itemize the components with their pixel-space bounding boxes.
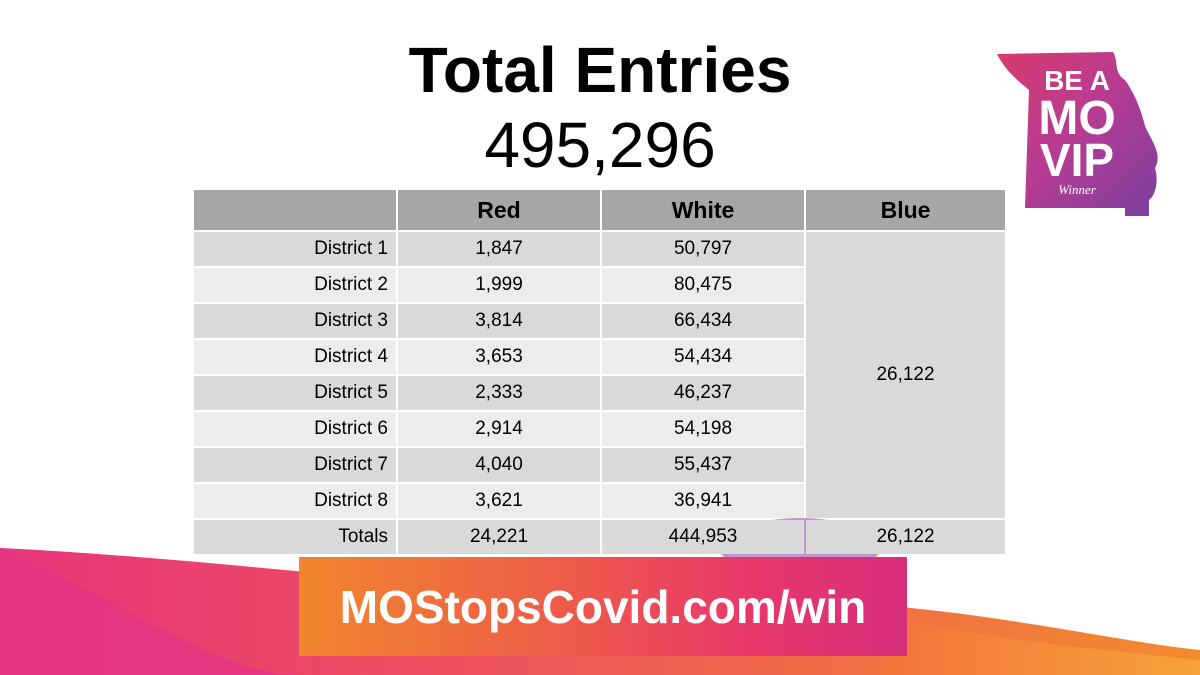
page-title: Total Entries [408, 34, 792, 106]
red-value: 4,040 [398, 448, 600, 482]
total-entries-value: 495,296 [484, 109, 716, 181]
red-value: 1,999 [398, 268, 600, 302]
column-header-white: White [602, 190, 804, 230]
table-row: District 3 3,814 66,434 [194, 304, 1005, 338]
district-label: District 4 [194, 340, 396, 374]
district-label: District 6 [194, 412, 396, 446]
table-row: District 2 1,999 80,475 [194, 268, 1005, 302]
table-row: District 1 1,847 50,797 26,122 [194, 232, 1005, 518]
red-value: 3,814 [398, 304, 600, 338]
district-label: District 2 [194, 268, 396, 302]
blue-total: 26,122 [806, 520, 1005, 554]
district-label: District 1 [194, 232, 396, 266]
table-row: District 8 3,621 36,941 [194, 484, 1005, 518]
mo-vip-logo: BE A MO VIP Winner [997, 52, 1158, 216]
red-value: 3,653 [398, 340, 600, 374]
district-label: District 3 [194, 304, 396, 338]
column-header-district [194, 190, 396, 230]
white-value: 66,434 [602, 304, 804, 338]
district-label: District 5 [194, 376, 396, 410]
logo-text-be-a: BE A [1044, 65, 1110, 96]
white-value: 50,797 [602, 232, 804, 266]
white-value: 55,437 [602, 448, 804, 482]
totals-label: Totals [194, 520, 396, 554]
white-value: 54,434 [602, 340, 804, 374]
white-total: 444,953 [602, 520, 804, 554]
url-link[interactable]: MOStopsCovid.com/win [339, 580, 867, 633]
white-value: 80,475 [602, 268, 804, 302]
red-value: 3,621 [398, 484, 600, 518]
entries-table: Red White Blue District 1 1,847 50,797 2… [192, 188, 1007, 556]
column-header-red: Red [398, 190, 600, 230]
district-label: District 7 [194, 448, 396, 482]
red-value: 2,914 [398, 412, 600, 446]
logo-text-mo: MO [1038, 92, 1115, 145]
red-value: 2,333 [398, 376, 600, 410]
column-header-blue: Blue [806, 190, 1005, 230]
district-label: District 8 [194, 484, 396, 518]
table-header-row: Red White Blue [194, 190, 1005, 230]
white-value: 54,198 [602, 412, 804, 446]
blue-value-merged: 26,122 [806, 232, 1005, 518]
logo-text-vip: VIP [1040, 134, 1114, 186]
table-row: District 7 4,040 55,437 [194, 448, 1005, 482]
red-value: 1,847 [398, 232, 600, 266]
url-banner[interactable]: MOStopsCovid.com/win [299, 557, 907, 656]
white-value: 36,941 [602, 484, 804, 518]
table-row: District 6 2,914 54,198 [194, 412, 1005, 446]
logo-text-winner: Winner [1058, 182, 1096, 197]
white-value: 46,237 [602, 376, 804, 410]
totals-row: Totals 24,221 444,953 26,122 [194, 520, 1005, 554]
table-row: District 4 3,653 54,434 [194, 340, 1005, 374]
table-row: District 5 2,333 46,237 [194, 376, 1005, 410]
red-total: 24,221 [398, 520, 600, 554]
